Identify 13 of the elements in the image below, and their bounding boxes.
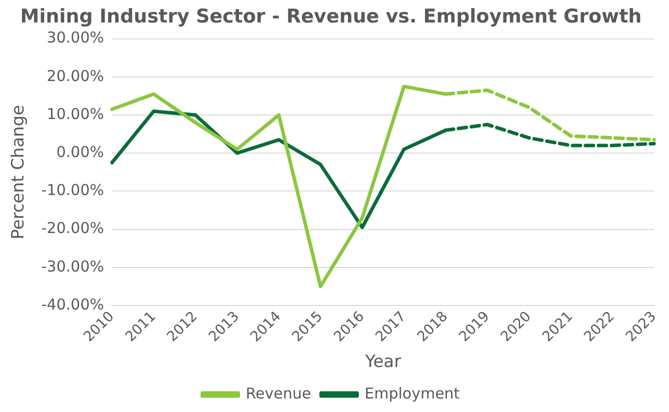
- y-tick-label: -20.00%: [41, 219, 104, 238]
- y-tick-label: 10.00%: [46, 104, 104, 123]
- x-axis-title: Year: [364, 352, 402, 372]
- y-axis-title: Percent Change: [8, 104, 29, 240]
- chart-title: Mining Industry Sector - Revenue vs. Employment Growth: [20, 5, 642, 28]
- y-tick-label: -10.00%: [41, 181, 104, 200]
- y-tick-label: -30.00%: [41, 257, 104, 276]
- y-tick-label: 0.00%: [56, 143, 104, 161]
- legend-label: Employment: [364, 384, 460, 402]
- y-tick-label: 20.00%: [46, 66, 104, 85]
- y-tick-label: 30.00%: [46, 28, 104, 47]
- y-tick-label: -40.00%: [41, 295, 104, 314]
- legend-label: Revenue: [246, 384, 312, 402]
